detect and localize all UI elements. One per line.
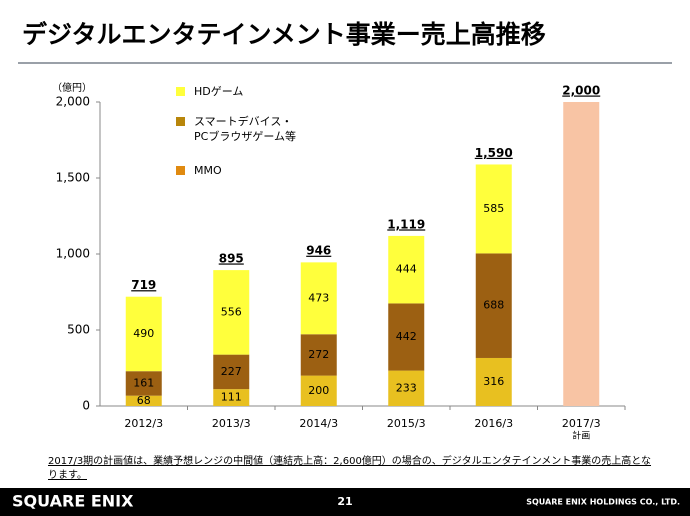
total-label: 719 [131, 278, 156, 292]
value-label: 161 [133, 376, 154, 389]
bar-segment [125, 296, 162, 372]
total-label: 2,000 [562, 84, 600, 98]
legend-label: HDゲーム [194, 85, 244, 98]
legend-label: MMO [194, 164, 222, 177]
y-tick-label: 2,000 [56, 95, 90, 109]
y-tick-label: 1,500 [56, 171, 90, 185]
x-tick-label: 2016/3 [474, 417, 513, 430]
value-label: 473 [308, 291, 329, 304]
bar-segment [388, 303, 425, 371]
value-label: 444 [396, 263, 417, 276]
bar-segment [213, 270, 250, 355]
title: デジタルエンタテインメント事業ー売上高推移 [22, 20, 546, 49]
bar-segment [300, 334, 337, 376]
total-label: 1,119 [387, 217, 425, 231]
logo: SQUARE ENIX [12, 492, 134, 511]
value-label: 200 [308, 384, 329, 397]
footnote: 2017/3期の計画値は、業績予想レンジの中間値（連結売上高：2,600億円）の… [48, 456, 652, 481]
value-label: 490 [133, 327, 154, 340]
legend-swatch [176, 87, 185, 96]
x-tick-label: 2017/3 [562, 417, 601, 430]
page-number: 21 [337, 495, 352, 508]
bar-segment [300, 375, 337, 406]
y-tick-label: 1,000 [56, 247, 90, 261]
footer-bar [0, 488, 690, 516]
value-label: 272 [308, 348, 329, 361]
y-tick-label: 500 [67, 323, 90, 337]
bar-segment [213, 354, 250, 390]
total-label: 895 [219, 251, 244, 265]
legend-label: スマートデバイス・ PCブラウザゲーム等 [194, 115, 296, 143]
x-tick-label: 2012/3 [124, 417, 163, 430]
bar-segment [388, 235, 425, 304]
value-label: 688 [483, 299, 504, 312]
y-tick-label: 0 [82, 399, 90, 413]
value-label: 227 [221, 365, 242, 378]
legend-swatch [176, 117, 185, 126]
total-label: 946 [306, 244, 331, 258]
bar-segment [475, 164, 512, 254]
value-label: 68 [137, 394, 151, 407]
company: SQUARE ENIX HOLDINGS CO., LTD. [526, 498, 680, 507]
bar-segment [300, 262, 337, 335]
category-note: 計画 [572, 430, 590, 442]
x-tick-label: 2015/3 [387, 417, 426, 430]
unit-label: （億円） [52, 81, 92, 94]
value-label: 442 [396, 330, 417, 343]
bar-segment [213, 389, 250, 406]
x-tick-label: 2014/3 [299, 417, 338, 430]
bar-segment [125, 371, 162, 396]
value-label: 233 [396, 381, 417, 394]
bar-segment [475, 253, 512, 358]
value-label: 316 [483, 375, 504, 388]
value-label: 111 [221, 391, 242, 404]
bar-segment [475, 357, 512, 406]
value-label: 585 [483, 202, 504, 215]
value-label: 556 [221, 305, 242, 318]
x-tick-label: 2013/3 [212, 417, 251, 430]
bar-segment [125, 395, 162, 406]
total-label: 1,590 [475, 146, 513, 160]
legend-swatch [176, 166, 185, 175]
bar-segment [388, 370, 425, 406]
plan-bar [563, 102, 600, 406]
